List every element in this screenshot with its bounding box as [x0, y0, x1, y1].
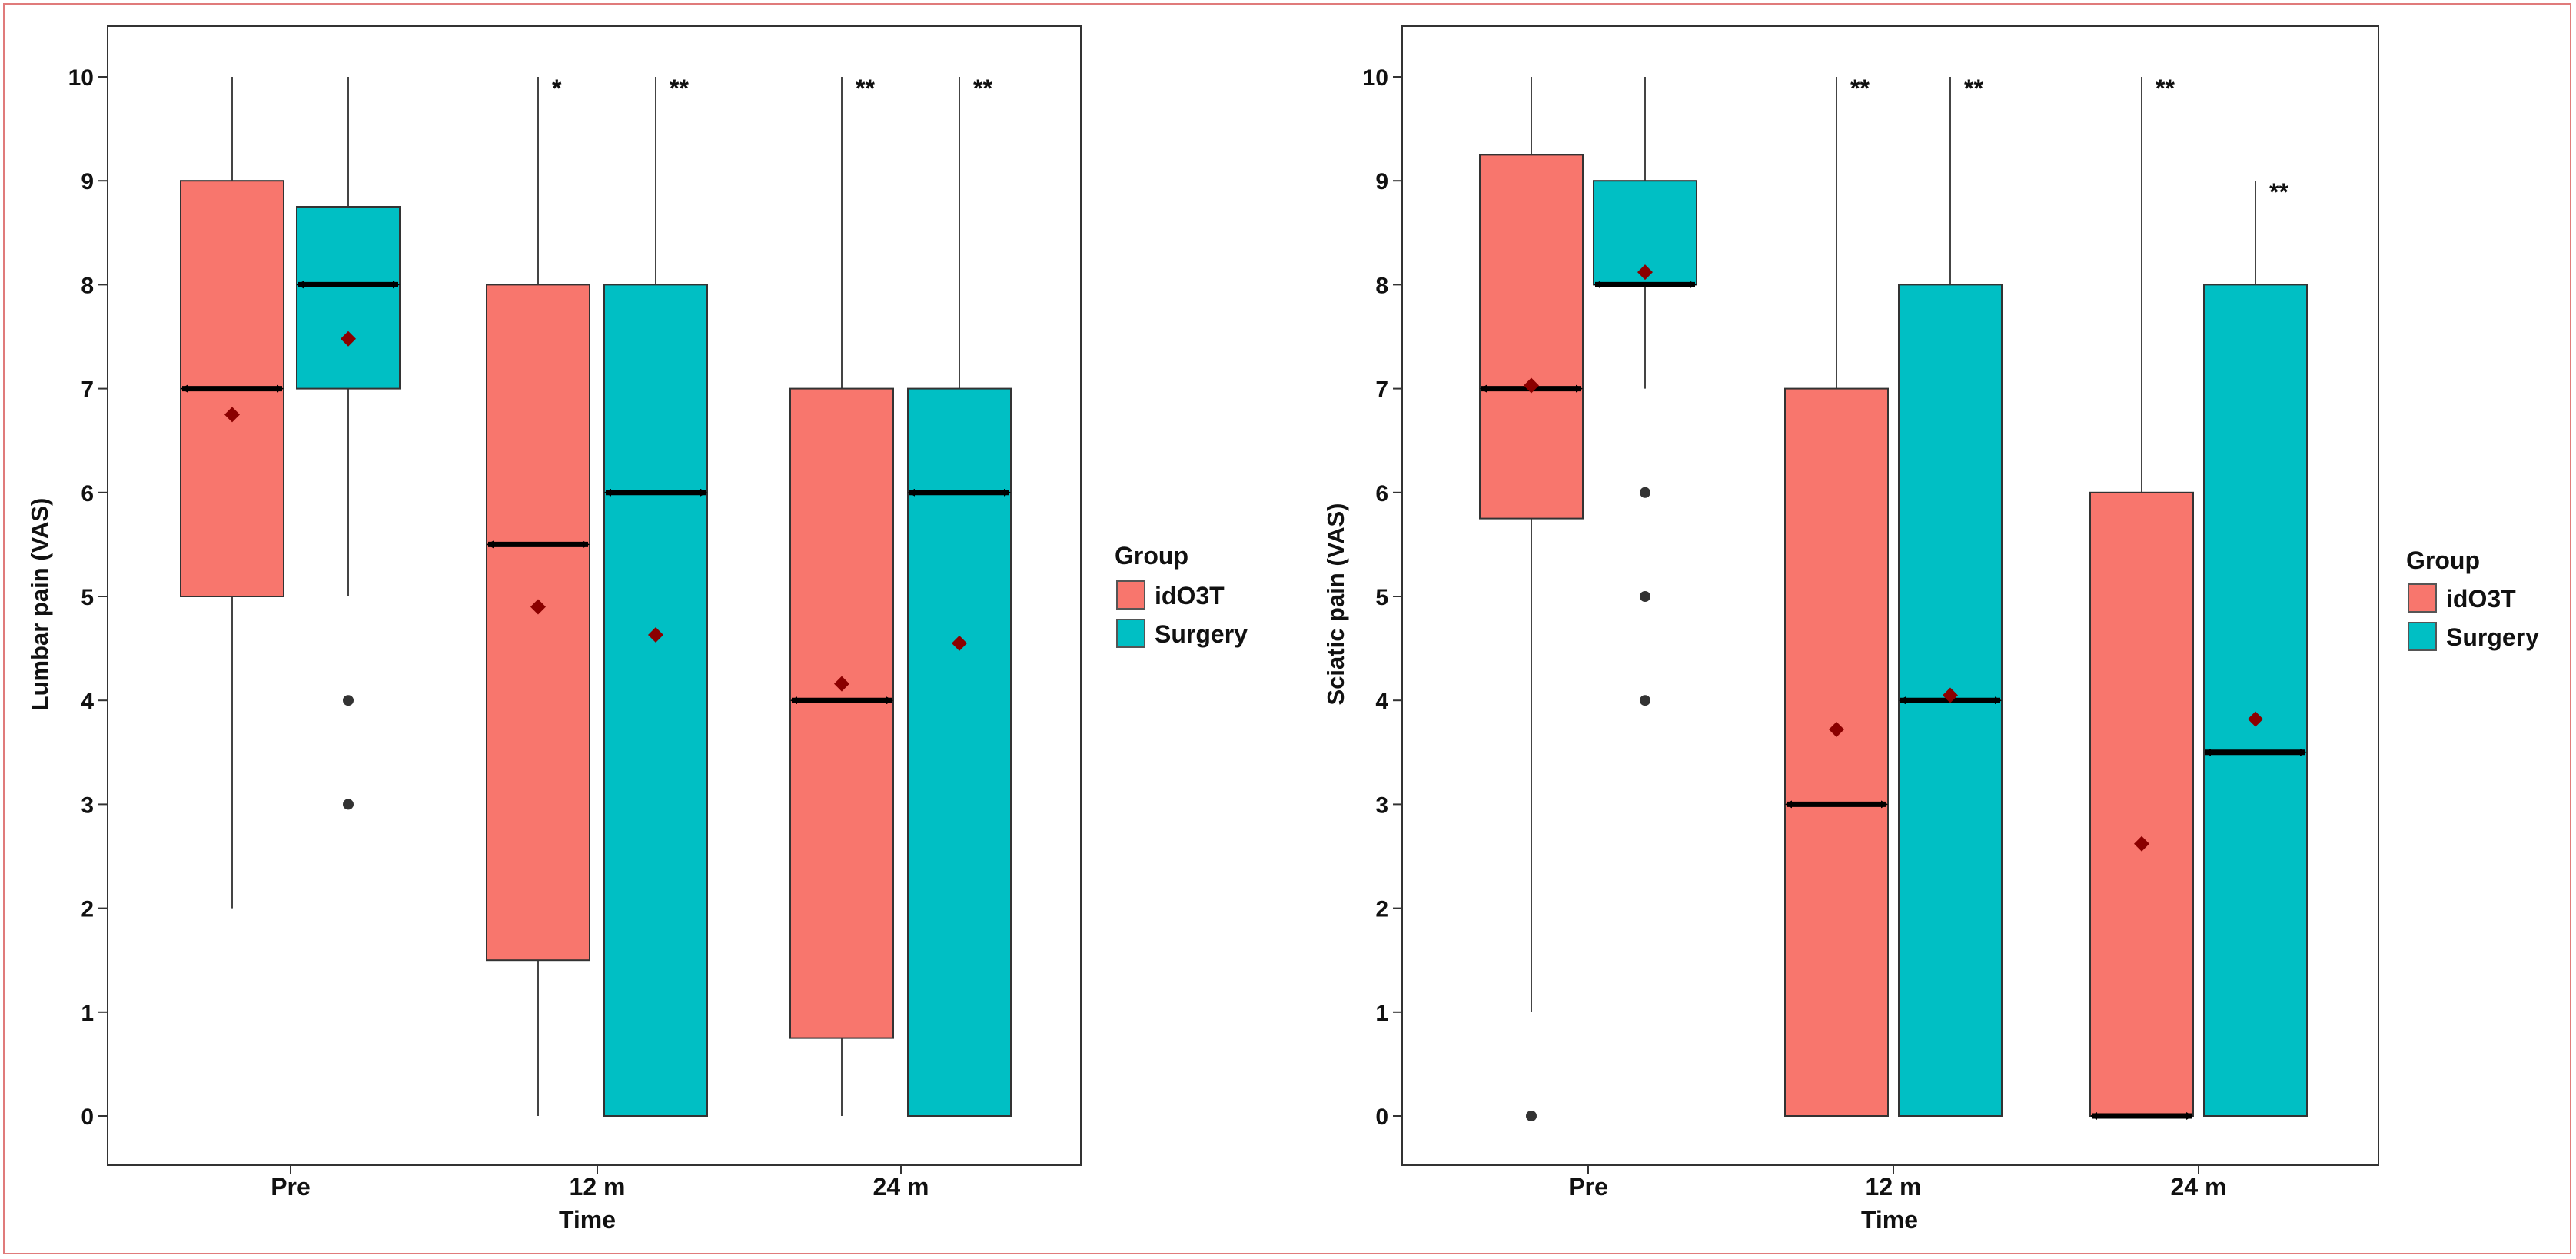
- right-y-tick-label-9: 9: [1375, 169, 1388, 194]
- right-pre-ido3t-box: [1479, 154, 1584, 520]
- right-y-axis-label: Sciatic pain (VAS): [1322, 503, 1349, 706]
- left-pre-surgery-outlier-0: [343, 695, 354, 706]
- right-12-m-ido3t-mean-marker: [1829, 722, 1844, 738]
- right-y-tick-label-8: 8: [1375, 273, 1388, 298]
- left-y-tick-label-2: 2: [81, 897, 94, 922]
- right-y-tick-label-0: 0: [1375, 1105, 1388, 1130]
- left-legend-key-idO3T: [1116, 580, 1145, 610]
- left-12-m-surgery-box: [603, 284, 708, 1117]
- right-12-m-surgery-mean-marker: [1943, 687, 1958, 703]
- right-pre-ido3t-mean-marker: [1524, 377, 1539, 394]
- left-x-tick-label-24-m: 24 m: [873, 1173, 929, 1201]
- right-legend-label-surgery: Surgery: [2446, 623, 2539, 651]
- left-24-m-surgery-box: [907, 387, 1012, 1118]
- left-legend-title: Group: [1115, 542, 1188, 570]
- right-12-m-ido3t-box: [1784, 387, 1889, 1118]
- left-y-tick-label-4: 4: [81, 689, 94, 714]
- right-24-m-surgery-significance-label: **: [2269, 178, 2288, 206]
- left-pre-ido3t-mean-marker: [224, 407, 240, 423]
- right-x-axis-label: Time: [1861, 1206, 1918, 1234]
- left-24-m-surgery-significance-label: **: [973, 75, 992, 102]
- left-legend-label-surgery: Surgery: [1155, 620, 1248, 648]
- right-y-tick-label-5: 5: [1375, 585, 1388, 610]
- left-x-tick-label-pre: Pre: [271, 1173, 311, 1201]
- right-x-tick-label-pre: Pre: [1568, 1173, 1608, 1201]
- left-24-m-ido3t-significance-label: **: [856, 75, 875, 102]
- left-pre-surgery-mean-marker: [341, 331, 356, 347]
- left-y-tick-label-5: 5: [81, 585, 94, 610]
- right-24-m-ido3t-box: [2089, 491, 2194, 1117]
- right-pre-surgery-mean-marker: [1637, 264, 1653, 281]
- right-24-m-surgery-box: [2203, 284, 2308, 1117]
- left-pre-surgery-outlier-1: [343, 799, 354, 810]
- right-y-tick-label-10: 10: [1363, 65, 1388, 91]
- right-legend-key-surgery: [2408, 622, 2437, 651]
- left-legend-label-idO3T: idO3T: [1155, 582, 1225, 610]
- left-12-m-ido3t-mean-marker: [530, 599, 546, 615]
- left-12-m-surgery-significance-label: **: [670, 75, 689, 102]
- right-24-m-ido3t-significance-label: **: [2156, 75, 2175, 102]
- left-y-tick-label-6: 6: [81, 481, 94, 507]
- right-legend-label-idO3T: idO3T: [2446, 585, 2516, 613]
- right-x-tick-label-24-m: 24 m: [2171, 1173, 2227, 1201]
- figure-frame: [3, 3, 2571, 1254]
- sciatic-pain-panel: 0 1 2 3 4 5 6 7 8 9 10 Pre 12 m 24 m ** ** ** **: [1363, 25, 2379, 1201]
- left-y-tick-label-0: 0: [81, 1105, 94, 1130]
- right-12-m-ido3t-significance-label: **: [1850, 75, 1870, 102]
- left-24-m-surgery-mean-marker: [952, 635, 967, 651]
- right-pre-ido3t-outlier-0: [1526, 1111, 1537, 1121]
- right-24-m-ido3t-mean-marker: [2134, 835, 2149, 852]
- left-12-m-ido3t-significance-label: *: [552, 75, 562, 102]
- left-y-tick-label-9: 9: [81, 169, 94, 194]
- left-y-axis-label: Lumbar pain (VAS): [26, 498, 53, 711]
- left-24-m-ido3t-mean-marker: [834, 676, 849, 692]
- left-pre-surgery-box: [296, 206, 401, 390]
- left-y-tick-label-3: 3: [81, 792, 94, 818]
- right-pre-surgery-outlier-1: [1640, 591, 1650, 602]
- right-24-m-surgery-mean-marker: [2248, 711, 2263, 727]
- right-legend-title: Group: [2406, 546, 2480, 574]
- right-y-tick-label-6: 6: [1375, 481, 1388, 507]
- right-y-tick-label-2: 2: [1375, 897, 1388, 922]
- right-pre-surgery-outlier-2: [1640, 695, 1650, 706]
- left-12-m-ido3t-box: [486, 284, 590, 962]
- left-12-m-surgery-mean-marker: [648, 627, 663, 643]
- left-x-axis-label: Time: [559, 1206, 616, 1234]
- right-pre-surgery-outlier-0: [1640, 487, 1650, 498]
- right-legend-key-idO3T: [2408, 583, 2437, 613]
- left-y-tick-label-1: 1: [81, 1001, 94, 1026]
- left-y-tick-label-10: 10: [68, 65, 94, 91]
- right-x-tick-label-12-m: 12 m: [1866, 1173, 1922, 1201]
- right-y-tick-label-3: 3: [1375, 792, 1388, 818]
- left-y-tick-label-7: 7: [81, 377, 94, 403]
- left-y-tick-label-8: 8: [81, 273, 94, 298]
- left-24-m-ido3t-box: [789, 387, 894, 1039]
- right-12-m-surgery-significance-label: **: [1964, 75, 1983, 102]
- right-y-tick-label-1: 1: [1375, 1001, 1388, 1026]
- right-y-tick-label-4: 4: [1375, 689, 1388, 714]
- right-y-tick-label-7: 7: [1375, 377, 1388, 403]
- left-x-tick-label-12-m: 12 m: [570, 1173, 626, 1201]
- left-legend-key-surgery: [1116, 619, 1145, 648]
